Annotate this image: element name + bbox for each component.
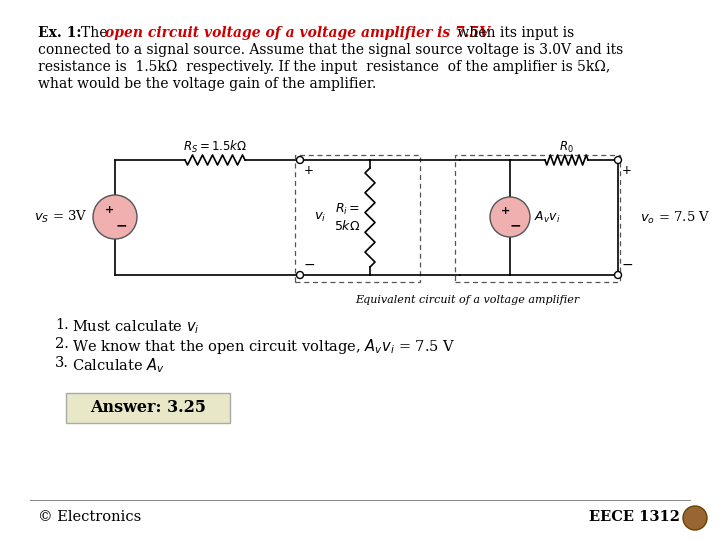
Text: © Electronics: © Electronics	[38, 510, 141, 524]
Circle shape	[297, 157, 304, 164]
Circle shape	[614, 272, 621, 279]
Text: $R_S = 1.5k\Omega$: $R_S = 1.5k\Omega$	[183, 139, 247, 155]
Text: resistance is  1.5kΩ  respectively. If the input  resistance  of the amplifier i: resistance is 1.5kΩ respectively. If the…	[38, 60, 611, 74]
Text: +: +	[500, 206, 510, 216]
Text: We know that the open circuit voltage, $A_v v_i$ = 7.5 V: We know that the open circuit voltage, $…	[72, 337, 456, 356]
Circle shape	[614, 157, 621, 164]
Text: $v_S$ = 3V: $v_S$ = 3V	[34, 209, 87, 225]
Text: EECE 1312: EECE 1312	[589, 510, 680, 524]
Text: Ex. 1:: Ex. 1:	[38, 26, 81, 40]
Text: $R_0$: $R_0$	[559, 139, 574, 154]
Text: −: −	[509, 218, 521, 232]
Text: The: The	[81, 26, 112, 40]
Circle shape	[297, 272, 304, 279]
Text: 2.: 2.	[55, 337, 69, 351]
Bar	[295, 155, 420, 282]
Text: connected to a signal source. Assume that the signal source voltage is 3.0V and : connected to a signal source. Assume tha…	[38, 43, 624, 57]
Text: +: +	[622, 164, 632, 177]
Text: +: +	[104, 205, 114, 215]
FancyBboxPatch shape	[66, 393, 230, 423]
Text: open circuit voltage of a voltage amplifier is 7.5V: open circuit voltage of a voltage amplif…	[105, 26, 490, 40]
Text: −: −	[622, 258, 634, 272]
Text: $A_v v_i$: $A_v v_i$	[534, 210, 561, 225]
Text: what would be the voltage gain of the amplifier.: what would be the voltage gain of the am…	[38, 77, 377, 91]
Text: Calculate $A_v$: Calculate $A_v$	[72, 356, 165, 375]
Text: Answer: 3.25: Answer: 3.25	[90, 400, 206, 416]
Text: $R_i =$
$5k\Omega$: $R_i =$ $5k\Omega$	[333, 202, 360, 233]
Circle shape	[683, 506, 707, 530]
Text: Equivalent circuit of a voltage amplifier: Equivalent circuit of a voltage amplifie…	[356, 295, 580, 305]
Text: $v_i$: $v_i$	[314, 211, 326, 224]
Circle shape	[490, 197, 530, 237]
Text: −: −	[115, 218, 127, 232]
Circle shape	[93, 195, 137, 239]
Text: 3.: 3.	[55, 356, 69, 370]
Text: 1.: 1.	[55, 318, 68, 332]
Text: +: +	[304, 164, 314, 177]
Text: Must calculate $v_i$: Must calculate $v_i$	[72, 318, 199, 336]
Bar	[455, 155, 620, 282]
Text: $v_o$ = 7.5 V: $v_o$ = 7.5 V	[640, 210, 711, 226]
Text: when its input is: when its input is	[453, 26, 575, 40]
Text: −: −	[304, 258, 315, 272]
